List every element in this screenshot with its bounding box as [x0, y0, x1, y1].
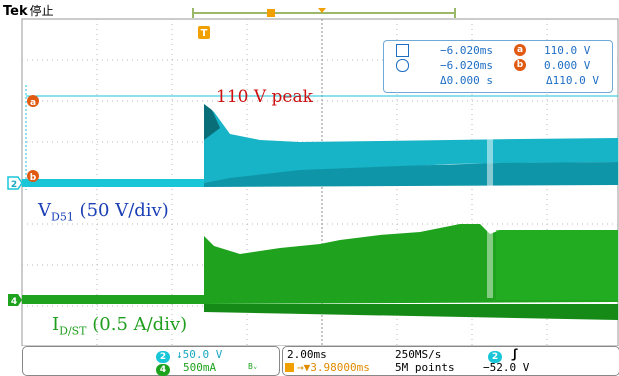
ch4-scale: 500mA: [183, 361, 217, 374]
trigger-slope-icon: ʃ: [511, 347, 519, 361]
vertical-settings-panel[interactable]: 2 ↓50.0 V 4 500mA Bᵥ: [22, 346, 280, 376]
vd51-annotation: VD51 (50 V/div): [38, 200, 169, 224]
horizontal-trigger-panel[interactable]: 2.00ms 250MS/s →▼3.98000ms 5M points 2 ʃ…: [282, 346, 619, 376]
trigger-position: →▼3.98000ms: [297, 361, 370, 374]
ch2-ground-marker[interactable]: [7, 176, 23, 190]
cursor-readout-panel: −6.020ms a 110.0 V −6.020ms b 0.000 V Δ0…: [383, 40, 613, 93]
brand-label: Tek: [3, 4, 28, 19]
cursor-a-marker[interactable]: [27, 95, 39, 107]
record-trigger-icon: [267, 9, 275, 17]
ch2-waveform: [22, 104, 618, 187]
ch4-badge: 4: [156, 364, 170, 376]
cursor-b-time: −6.020ms: [440, 59, 493, 72]
square-cursor-icon: [396, 44, 409, 57]
cursor-a-marker-label: a: [30, 98, 36, 108]
ch4-ground-label: 4: [11, 297, 17, 307]
trigger-marker-label: T: [201, 28, 208, 39]
trigger-position-marker[interactable]: [198, 26, 210, 39]
cursor-b-marker-label: b: [30, 173, 37, 183]
cursor-delta-time: Δ0.000 s: [440, 74, 493, 87]
record-length: 5M points: [395, 361, 455, 374]
expansion-point-icon: [318, 8, 326, 13]
timebase: 2.00ms: [287, 348, 327, 361]
peak-annotation: 110 V peak: [216, 87, 313, 107]
ch2-ground-label: 2: [11, 180, 17, 190]
brand: Tek 停止: [3, 2, 54, 19]
ch4-bandwidth-icon: Bᵥ: [248, 362, 258, 371]
ch4-waveform: [22, 224, 618, 320]
cursor-b-badge: b: [514, 59, 526, 71]
trigger-source-badge: 2: [488, 351, 502, 363]
trigger-icon: [285, 363, 294, 372]
cursor-b-marker[interactable]: [27, 170, 39, 182]
idst-annotation: ID/ST (0.5 A/div): [52, 314, 188, 338]
ch2-badge: 2: [156, 351, 170, 363]
ch2-scale: ↓50.0 V: [176, 348, 223, 361]
waveform-display[interactable]: T a b 2 4: [0, 0, 619, 346]
sample-rate: 250MS/s: [395, 348, 442, 361]
cursor-a-time: −6.020ms: [440, 44, 493, 57]
status-bar: 2 ↓50.0 V 4 500mA Bᵥ 2.00ms 250MS/s →▼3.…: [0, 346, 619, 376]
cursor-a-value: 110.0 V: [544, 44, 591, 57]
acquisition-status: 停止: [29, 4, 54, 18]
cursor-delta-value: Δ110.0 V: [546, 74, 599, 87]
ch4-ground-marker[interactable]: [8, 294, 22, 306]
cursor-a-badge: a: [514, 44, 526, 56]
trigger-level: −52.0 V: [483, 361, 530, 374]
top-bar: Tek 停止: [0, 0, 619, 20]
cursor-b-value: 0.000 V: [544, 59, 591, 72]
circle-cursor-icon: [396, 59, 409, 72]
